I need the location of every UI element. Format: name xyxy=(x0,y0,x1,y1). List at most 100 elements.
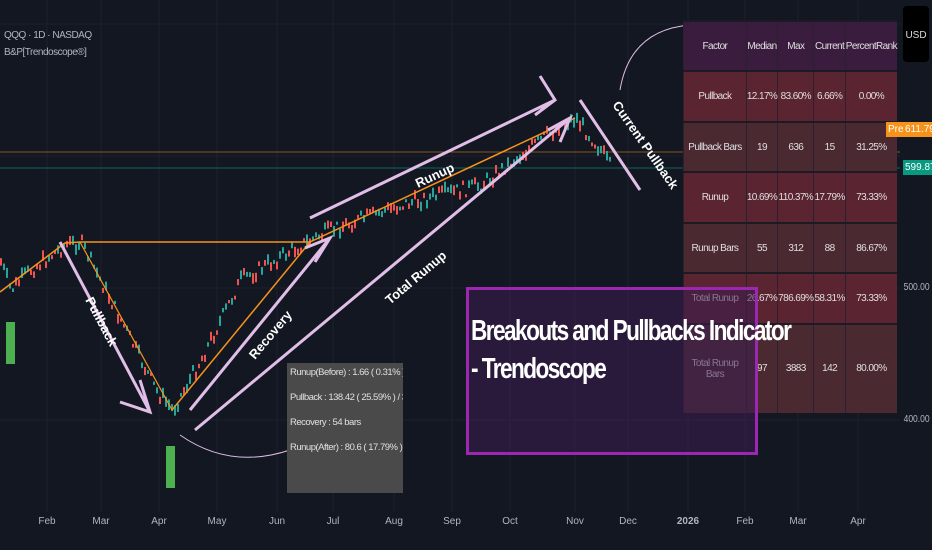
breakout-marker xyxy=(166,446,175,488)
candle xyxy=(204,354,206,362)
candle xyxy=(87,256,89,262)
time-label: Oct xyxy=(502,516,518,527)
candle xyxy=(234,295,236,300)
candle xyxy=(390,203,392,213)
candle xyxy=(165,396,167,407)
time-label: Mar xyxy=(92,516,110,527)
title-box: Breakouts and Pullbacks Indicator - Tren… xyxy=(466,287,792,455)
time-label: May xyxy=(207,516,227,527)
candle xyxy=(270,262,272,271)
candle xyxy=(174,405,176,416)
candle xyxy=(516,156,518,162)
candle xyxy=(579,120,581,132)
candle xyxy=(447,187,449,193)
candle xyxy=(303,238,305,242)
candle xyxy=(420,201,422,212)
table-cell: 142 xyxy=(813,322,846,413)
current-pullback-arrow xyxy=(578,99,642,191)
candle xyxy=(459,191,461,200)
arrows xyxy=(58,24,691,458)
candle xyxy=(258,261,260,267)
candle xyxy=(90,251,92,258)
candle xyxy=(306,234,308,246)
table-cell: 88 xyxy=(813,221,846,274)
candle xyxy=(72,235,74,245)
candle xyxy=(207,342,209,347)
candle xyxy=(27,265,29,272)
candle xyxy=(345,218,347,226)
price-axis[interactable]: USD 500.00 400.00 xyxy=(900,0,932,550)
recovery-arrow xyxy=(188,234,334,411)
table-connector xyxy=(619,24,691,91)
candle xyxy=(315,232,317,238)
tooltip-line: Runup(After) : 80.6 ( 17.79% ) / 88 xyxy=(290,442,403,453)
candle xyxy=(414,190,416,200)
candle xyxy=(9,283,11,289)
total-runup-label: Total Runup xyxy=(382,248,449,308)
pre-price-tag: 611.79 xyxy=(903,122,932,137)
last-price-tag: 599.87 xyxy=(903,160,932,175)
candle xyxy=(609,156,611,162)
candle xyxy=(393,204,395,211)
candle xyxy=(585,135,587,141)
candle xyxy=(396,206,398,215)
candle xyxy=(117,313,119,324)
candle xyxy=(588,136,590,142)
candle xyxy=(51,255,53,260)
time-label: Dec xyxy=(619,516,637,527)
candle xyxy=(75,244,77,255)
candle xyxy=(327,220,329,229)
candle xyxy=(471,179,473,185)
price-label: 500.00 xyxy=(903,282,930,293)
total-runup-line xyxy=(79,241,173,411)
candle xyxy=(198,363,200,369)
candle xyxy=(291,242,293,249)
candle xyxy=(438,186,440,194)
candle xyxy=(81,234,83,241)
candle xyxy=(294,246,296,258)
candle xyxy=(324,222,326,230)
candle xyxy=(450,184,452,194)
currency-button[interactable]: USD xyxy=(903,6,929,62)
stats-table: Factor Median Max Current PercentRank Pullba… xyxy=(683,19,898,413)
candle xyxy=(411,198,413,206)
candle xyxy=(192,365,194,371)
candle xyxy=(531,138,533,145)
candle xyxy=(312,236,314,241)
candle xyxy=(564,120,566,130)
time-label: 2026 xyxy=(676,516,700,527)
candle xyxy=(381,211,383,218)
table-row: Runup Bars 55 312 88 86.67% xyxy=(683,221,897,274)
candle xyxy=(213,335,215,344)
total-runup-arrow xyxy=(194,114,574,432)
candle xyxy=(15,277,17,286)
time-label: Feb xyxy=(736,516,754,527)
runup-arrow xyxy=(309,75,558,220)
indicator-legend[interactable]: B&P[Trendoscope®] xyxy=(4,47,87,58)
header-cell: Median xyxy=(745,19,778,72)
candle xyxy=(282,247,284,254)
candle xyxy=(486,172,488,179)
candle xyxy=(429,193,431,200)
candle xyxy=(255,272,257,283)
candle xyxy=(159,396,161,405)
candle xyxy=(243,268,245,276)
symbol-legend[interactable]: QQQ · 1D · NASDAQ xyxy=(4,30,92,41)
header-cell: Factor xyxy=(683,19,747,72)
candle xyxy=(267,254,269,265)
header-cell: Max xyxy=(777,19,814,72)
candle xyxy=(354,219,356,229)
candle xyxy=(105,281,107,291)
candle xyxy=(573,117,575,128)
candle xyxy=(69,236,71,245)
candle xyxy=(528,145,530,152)
candle xyxy=(363,215,365,223)
candle xyxy=(237,279,239,286)
breakout-marker xyxy=(6,322,15,364)
candle xyxy=(276,261,278,270)
candle xyxy=(231,298,233,305)
pattern-tooltip: Runup(Before) : 1.66 ( 0.31% ) / 1 Pullb… xyxy=(287,363,403,493)
candle xyxy=(111,304,113,310)
table-cell: 73.33% xyxy=(844,272,897,324)
candle xyxy=(210,331,212,341)
